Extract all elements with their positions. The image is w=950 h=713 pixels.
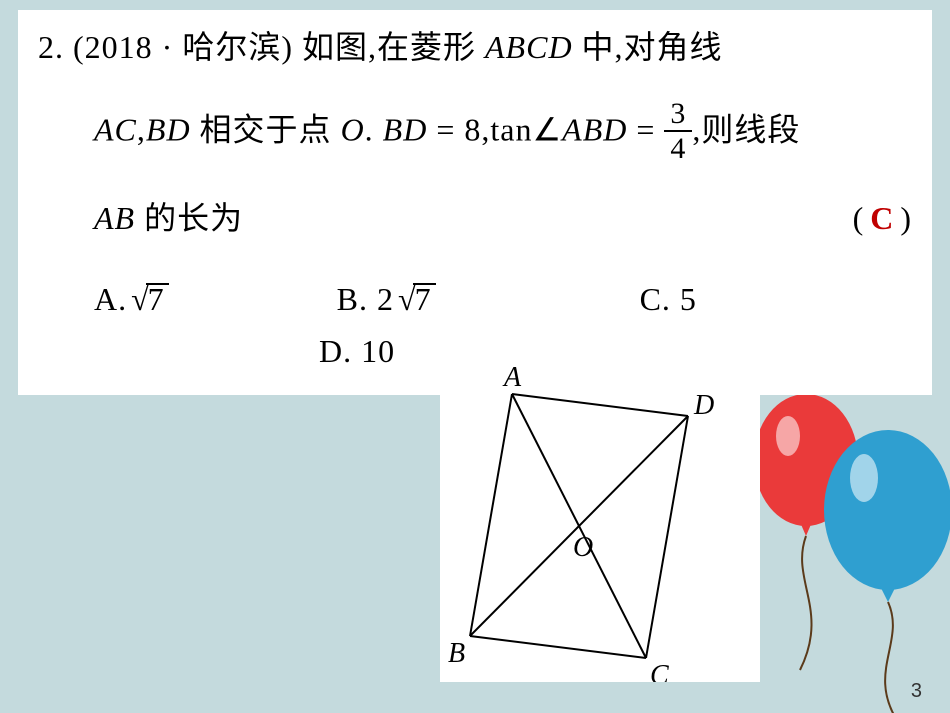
sqrt-icon: 7 [127,274,169,325]
option-a: A. 7 [94,274,169,325]
paren-close: ) [900,200,912,236]
answer-paren: (C) [853,193,912,244]
label-abd: ABD [562,112,627,148]
svg-text:D: D [693,390,714,421]
svg-text:B: B [448,638,465,669]
problem-source: (2018 · 哈尔滨) [73,29,293,65]
option-b-label: B. 2 [337,274,394,325]
problem-line-1: 2. (2018 · 哈尔滨) 如图,在菱形 ABCD 中,对角线 [38,22,912,73]
text-then: ,则线段 [692,112,800,148]
option-c: C. 5 [640,274,697,325]
label-bd-eq: BD [383,112,428,148]
option-b-radicand: 7 [413,283,436,314]
balloon-blue [806,412,950,713]
problem-number: 2. [38,29,64,65]
label-abcd: ABCD [485,29,573,65]
problem-line-2: AC,BD 相交于点 O. BD = 8,tan∠ABD = 34,则线段 [38,99,912,167]
text-intersect: 相交于点 [191,112,341,148]
text-dot: . [365,112,383,148]
paren-open: ( [853,200,865,236]
diagram-card: A D B C O [440,366,760,682]
fraction-numerator: 3 [664,97,692,132]
option-b: B. 2 7 [337,274,436,325]
option-a-label: A. [94,274,127,325]
svg-text:C: C [650,660,669,682]
problem-line-3: AB 的长为 (C) [38,193,912,244]
label-o: O [341,112,365,148]
problem-card: 2. (2018 · 哈尔滨) 如图,在菱形 ABCD 中,对角线 AC,BD … [18,10,932,395]
label-bd: BD [146,112,191,148]
option-d: D. 10 [319,326,395,377]
svg-text:O: O [573,532,593,563]
text-tan: ,tan∠ [481,112,562,148]
label-ab: AB [94,200,135,236]
text-eqs: = [627,112,664,148]
text-length: 的长为 [135,200,243,236]
page-number: 3 [911,680,922,703]
svg-text:A: A [502,366,522,393]
answer-letter: C [864,200,900,236]
option-a-radicand: 7 [146,283,169,314]
fraction-3-4: 34 [664,97,692,165]
options-row: A. 7 B. 2 7 C. 5 D. 10 [38,274,912,376]
sep-comma: , [137,112,146,148]
sqrt-icon: 7 [394,274,436,325]
problem-text-1b: 中,对角线 [573,29,723,65]
text-eq8: = 8 [427,112,481,148]
fraction-denominator: 4 [664,132,692,165]
label-ac: AC [94,112,137,148]
problem-text-1a: 如图,在菱形 [302,29,485,65]
rhombus-diagram: A D B C O [440,366,760,682]
